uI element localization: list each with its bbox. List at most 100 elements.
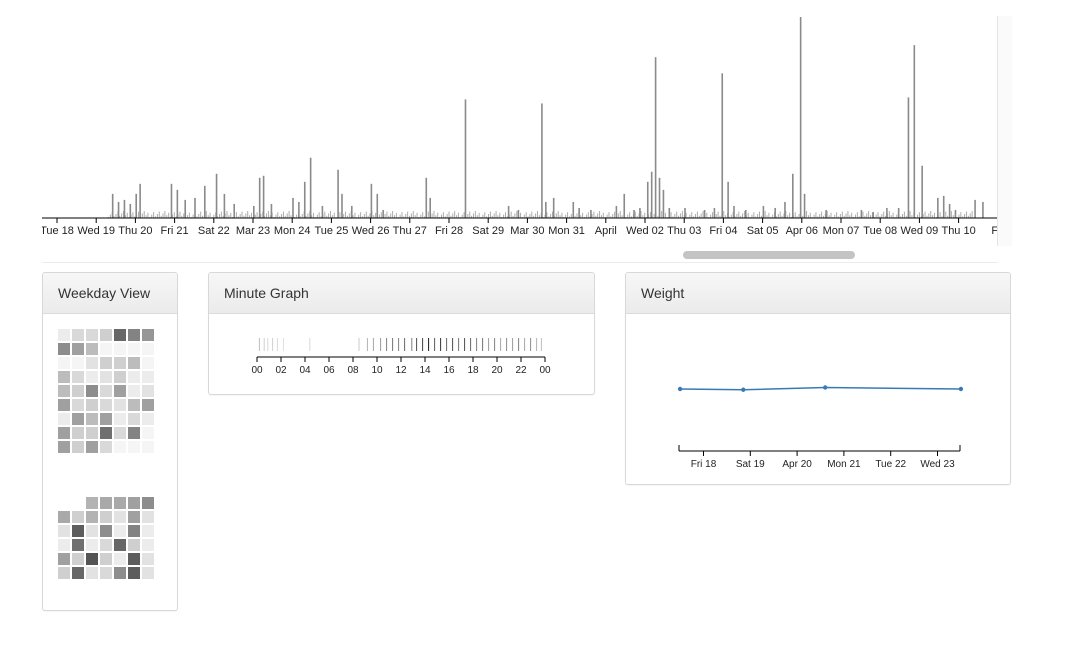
- calendar-day-cell[interactable]: [114, 371, 126, 383]
- calendar-day-cell[interactable]: [58, 525, 70, 537]
- calendar-day-cell[interactable]: [142, 553, 154, 565]
- calendar-day-cell[interactable]: [128, 357, 140, 369]
- timeline-scrollbar[interactable]: [42, 248, 998, 263]
- calendar-day-cell[interactable]: [142, 329, 154, 341]
- calendar-day-cell[interactable]: [114, 329, 126, 341]
- calendar-day-cell[interactable]: [142, 413, 154, 425]
- calendar-day-cell[interactable]: [100, 441, 112, 453]
- calendar-day-cell[interactable]: [58, 427, 70, 439]
- calendar-day-cell[interactable]: [100, 553, 112, 565]
- calendar-day-cell[interactable]: [128, 427, 140, 439]
- calendar-day-cell[interactable]: [128, 399, 140, 411]
- calendar-day-cell[interactable]: [58, 511, 70, 523]
- calendar-day-cell[interactable]: [142, 343, 154, 355]
- calendar-day-cell[interactable]: [58, 441, 70, 453]
- calendar-day-cell[interactable]: [114, 553, 126, 565]
- calendar-day-cell[interactable]: [128, 497, 140, 509]
- calendar-day-cell[interactable]: [114, 539, 126, 551]
- calendar-day-cell[interactable]: [142, 399, 154, 411]
- calendar-day-cell[interactable]: [58, 385, 70, 397]
- calendar-day-cell[interactable]: [128, 525, 140, 537]
- calendar-day-cell[interactable]: [114, 497, 126, 509]
- calendar-day-cell[interactable]: [114, 441, 126, 453]
- calendar-day-cell[interactable]: [86, 497, 98, 509]
- calendar-day-cell[interactable]: [100, 399, 112, 411]
- calendar-day-cell[interactable]: [114, 511, 126, 523]
- calendar-day-cell[interactable]: [100, 427, 112, 439]
- calendar-day-cell[interactable]: [114, 427, 126, 439]
- calendar-day-cell[interactable]: [72, 385, 84, 397]
- calendar-day-cell[interactable]: [100, 385, 112, 397]
- calendar-day-cell[interactable]: [72, 427, 84, 439]
- calendar-day-cell[interactable]: [72, 567, 84, 579]
- calendar-day-cell[interactable]: [142, 371, 154, 383]
- calendar-day-cell[interactable]: [100, 567, 112, 579]
- calendar-day-cell[interactable]: [100, 511, 112, 523]
- calendar-day-cell[interactable]: [72, 553, 84, 565]
- calendar-day-cell[interactable]: [114, 525, 126, 537]
- calendar-day-cell[interactable]: [100, 371, 112, 383]
- calendar-day-cell[interactable]: [142, 525, 154, 537]
- calendar-day-cell[interactable]: [128, 343, 140, 355]
- calendar-day-cell[interactable]: [142, 567, 154, 579]
- calendar-day-cell[interactable]: [86, 567, 98, 579]
- calendar-day-cell[interactable]: [142, 385, 154, 397]
- calendar-day-cell[interactable]: [72, 511, 84, 523]
- calendar-day-cell[interactable]: [72, 371, 84, 383]
- calendar-day-cell[interactable]: [86, 539, 98, 551]
- calendar-day-cell[interactable]: [128, 553, 140, 565]
- calendar-day-cell[interactable]: [114, 385, 126, 397]
- calendar-day-cell[interactable]: [114, 357, 126, 369]
- calendar-day-cell[interactable]: [100, 525, 112, 537]
- calendar-day-cell[interactable]: [142, 441, 154, 453]
- calendar-day-cell[interactable]: [72, 539, 84, 551]
- calendar-day-cell[interactable]: [128, 567, 140, 579]
- calendar-day-cell[interactable]: [58, 539, 70, 551]
- calendar-day-cell[interactable]: [58, 357, 70, 369]
- calendar-day-cell[interactable]: [72, 441, 84, 453]
- calendar-day-cell[interactable]: [142, 511, 154, 523]
- calendar-day-cell[interactable]: [128, 385, 140, 397]
- calendar-day-cell[interactable]: [100, 413, 112, 425]
- calendar-day-cell[interactable]: [86, 357, 98, 369]
- calendar-day-cell[interactable]: [128, 441, 140, 453]
- calendar-day-cell[interactable]: [114, 399, 126, 411]
- calendar-day-cell[interactable]: [142, 539, 154, 551]
- calendar-day-cell[interactable]: [128, 371, 140, 383]
- calendar-day-cell[interactable]: [114, 567, 126, 579]
- timeline-scroll-thumb[interactable]: [682, 251, 855, 259]
- calendar-day-cell[interactable]: [114, 413, 126, 425]
- calendar-day-cell[interactable]: [58, 567, 70, 579]
- calendar-day-cell[interactable]: [72, 329, 84, 341]
- calendar-day-cell[interactable]: [58, 399, 70, 411]
- calendar-day-cell[interactable]: [58, 329, 70, 341]
- calendar-day-cell[interactable]: [58, 413, 70, 425]
- calendar-day-cell[interactable]: [100, 497, 112, 509]
- calendar-day-cell[interactable]: [128, 329, 140, 341]
- calendar-day-cell[interactable]: [142, 427, 154, 439]
- calendar-day-cell[interactable]: [86, 511, 98, 523]
- calendar-day-cell[interactable]: [72, 525, 84, 537]
- calendar-day-cell[interactable]: [114, 343, 126, 355]
- calendar-day-cell[interactable]: [86, 553, 98, 565]
- calendar-day-cell[interactable]: [72, 413, 84, 425]
- calendar-day-cell[interactable]: [58, 553, 70, 565]
- calendar-day-cell[interactable]: [142, 357, 154, 369]
- calendar-day-cell[interactable]: [86, 343, 98, 355]
- calendar-day-cell[interactable]: [86, 329, 98, 341]
- calendar-day-cell[interactable]: [142, 497, 154, 509]
- calendar-day-cell[interactable]: [128, 539, 140, 551]
- calendar-day-cell[interactable]: [100, 343, 112, 355]
- calendar-day-cell[interactable]: [86, 427, 98, 439]
- calendar-day-cell[interactable]: [100, 539, 112, 551]
- calendar-day-cell[interactable]: [86, 371, 98, 383]
- calendar-day-cell[interactable]: [86, 441, 98, 453]
- calendar-day-cell[interactable]: [58, 371, 70, 383]
- calendar-day-cell[interactable]: [86, 413, 98, 425]
- calendar-day-cell[interactable]: [72, 357, 84, 369]
- calendar-day-cell[interactable]: [72, 343, 84, 355]
- calendar-day-cell[interactable]: [58, 343, 70, 355]
- calendar-day-cell[interactable]: [72, 399, 84, 411]
- calendar-day-cell[interactable]: [86, 385, 98, 397]
- calendar-day-cell[interactable]: [128, 413, 140, 425]
